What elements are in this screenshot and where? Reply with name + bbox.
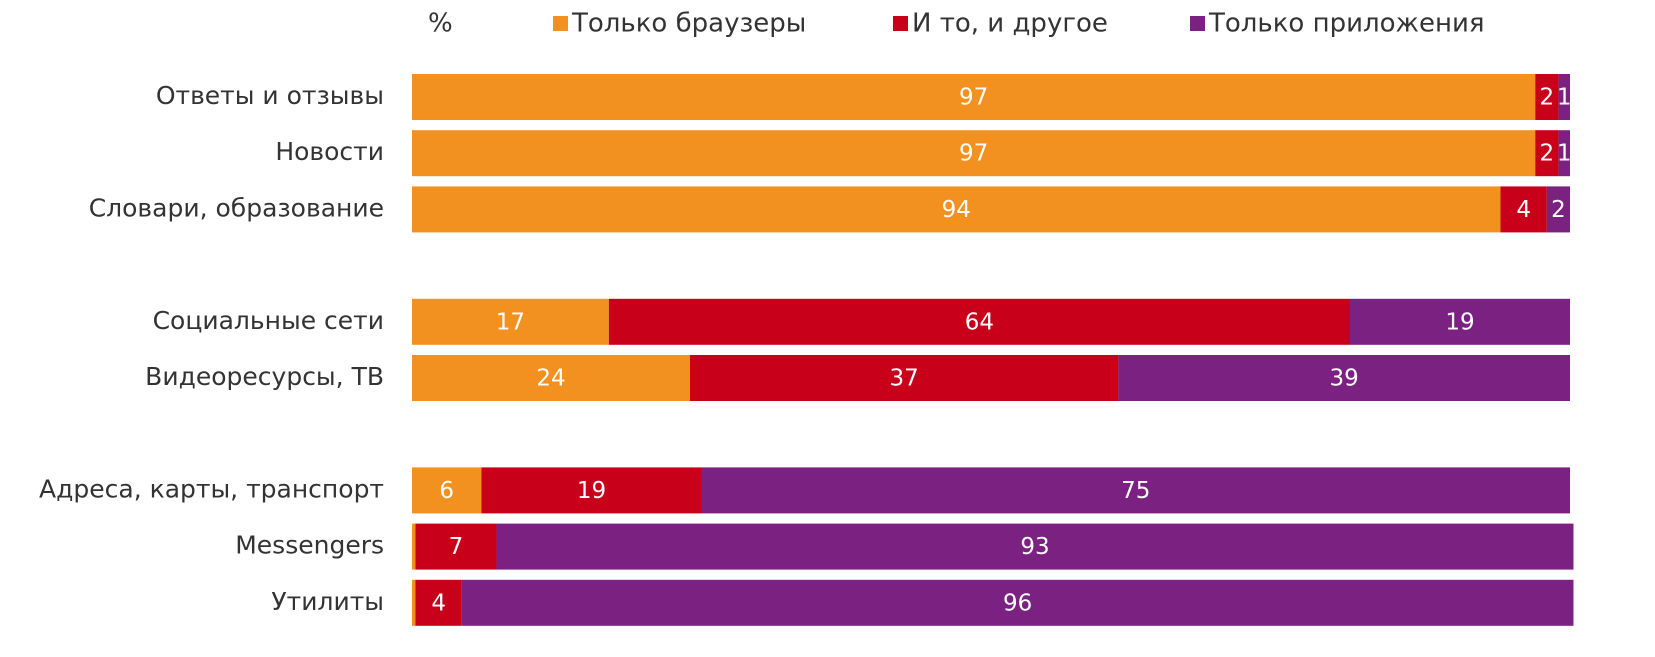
y-tick-label: Социальные сети xyxy=(153,306,384,335)
data-label: 1 xyxy=(1557,141,1572,167)
bar-segment xyxy=(412,467,482,514)
y-tick-label: Видеоресурсы, ТВ xyxy=(145,362,384,391)
bar-segment xyxy=(412,186,1501,233)
bar-segment xyxy=(1558,74,1570,120)
bar-segment xyxy=(412,74,1536,120)
data-label: 19 xyxy=(1445,309,1474,335)
bar-segment xyxy=(1535,74,1559,120)
data-label: 75 xyxy=(1121,478,1150,504)
bar-segment xyxy=(461,579,1574,626)
y-tick-label: Ответы и отзывы xyxy=(156,81,384,110)
bar-segment xyxy=(481,467,702,514)
data-label: 97 xyxy=(959,141,988,167)
data-label: 19 xyxy=(577,478,606,504)
legend-swatch xyxy=(553,16,568,31)
data-label: 2 xyxy=(1551,197,1566,223)
legend-label: И то, и другое xyxy=(912,9,1108,39)
data-label: 2 xyxy=(1540,141,1555,167)
legend-swatch xyxy=(893,16,908,31)
data-label: 4 xyxy=(1516,197,1531,223)
y-tick-label: Словари, образование xyxy=(89,193,384,222)
bar-segment xyxy=(1118,355,1570,401)
data-label: 93 xyxy=(1020,534,1049,560)
bar-segment xyxy=(1349,298,1570,345)
unit-label: % xyxy=(428,9,453,39)
data-label: 1 xyxy=(1557,85,1572,111)
data-label: 97 xyxy=(959,85,988,111)
bar-segment xyxy=(412,298,609,345)
y-tick-label: Messengers xyxy=(235,531,384,560)
data-label: 94 xyxy=(942,197,971,223)
y-tick-label: Новости xyxy=(275,137,384,166)
bar-segment xyxy=(608,298,1350,345)
legend-swatch xyxy=(1190,16,1205,31)
y-tick-label: Адреса, карты, транспорт xyxy=(39,474,384,503)
legend-label: Только приложения xyxy=(1208,9,1485,39)
bar-segment xyxy=(412,523,416,570)
bar-segment xyxy=(412,355,690,401)
data-label: 39 xyxy=(1330,366,1359,392)
bar-segment xyxy=(701,467,1570,514)
data-label: 7 xyxy=(449,534,464,560)
data-label: 6 xyxy=(439,478,454,504)
bar-segment xyxy=(412,579,416,626)
data-label: 4 xyxy=(431,590,446,616)
bar-segment xyxy=(689,355,1119,401)
y-tick-label: Утилиты xyxy=(271,587,384,616)
legend-label: Только браузеры xyxy=(571,9,806,39)
bar-segment xyxy=(415,579,462,626)
data-label: 17 xyxy=(496,309,525,335)
bar-segment xyxy=(496,523,1574,570)
data-label: 96 xyxy=(1003,590,1032,616)
bar-segment xyxy=(1558,130,1570,177)
data-label: 37 xyxy=(890,366,919,392)
data-label: 24 xyxy=(536,366,565,392)
bar-segment xyxy=(412,130,1536,177)
bar-segment xyxy=(1546,186,1570,233)
bar-segment xyxy=(415,523,497,570)
data-label: 2 xyxy=(1540,85,1555,111)
bar-segment xyxy=(1535,130,1559,177)
data-label: 64 xyxy=(965,309,994,335)
bar-segment xyxy=(1500,186,1547,233)
